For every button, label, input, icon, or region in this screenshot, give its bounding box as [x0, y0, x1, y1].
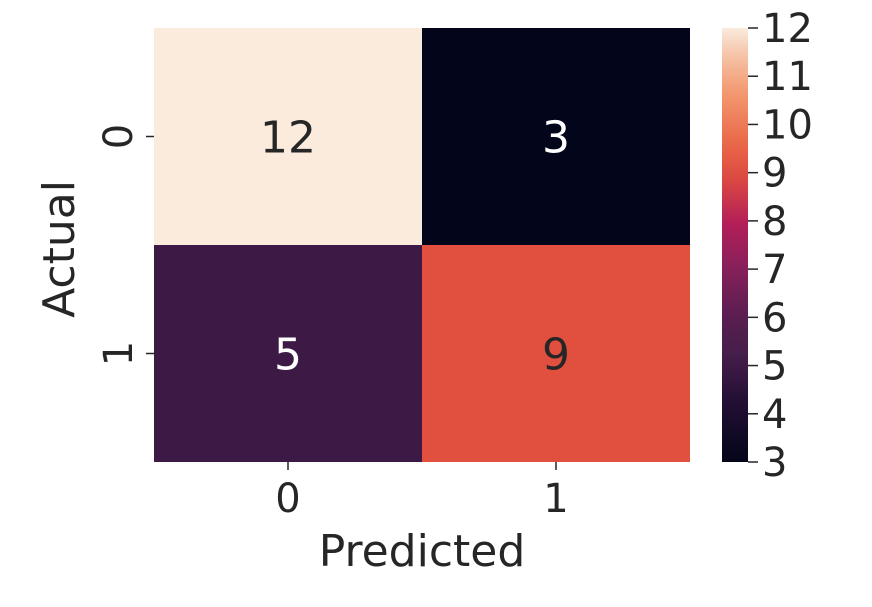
x-axis-label: Predicted [319, 526, 526, 577]
colorbar-tick-label: 12 [762, 6, 813, 52]
colorbar-tick-label: 3 [762, 440, 787, 486]
y-tick-label: 0 [96, 124, 142, 149]
heatmap-cell [422, 28, 690, 245]
y-axis-label: Actual [34, 180, 85, 318]
y-axis: Actual 0 1 [34, 124, 154, 366]
heatmap-cells [154, 28, 690, 462]
cell-value-label: 9 [542, 330, 570, 381]
colorbar-tick-label: 9 [762, 151, 787, 197]
cell-value-label: 5 [274, 330, 302, 381]
colorbar-tick-label: 8 [762, 199, 787, 245]
cell-value-label: 12 [260, 113, 316, 164]
cell-annotations: 12 3 5 9 [260, 113, 570, 381]
colorbar-gradient [722, 28, 748, 462]
x-tick-label: 0 [275, 476, 300, 522]
heatmap-cell [422, 245, 690, 462]
cell-value-label: 3 [542, 113, 570, 164]
x-axis: Predicted 0 1 [275, 462, 569, 577]
colorbar-tick-label: 7 [762, 247, 787, 293]
colorbar-tick-label: 11 [762, 54, 813, 100]
x-tick-label: 1 [543, 476, 568, 522]
colorbar-tick-label: 4 [762, 392, 787, 438]
heatmap-cell [154, 28, 422, 245]
colorbar-tick-label: 6 [762, 295, 787, 341]
colorbar-tick-label: 10 [762, 102, 813, 148]
y-tick-label: 1 [96, 341, 142, 366]
colorbar-tick-label: 5 [762, 344, 787, 390]
heatmap-cell [154, 245, 422, 462]
